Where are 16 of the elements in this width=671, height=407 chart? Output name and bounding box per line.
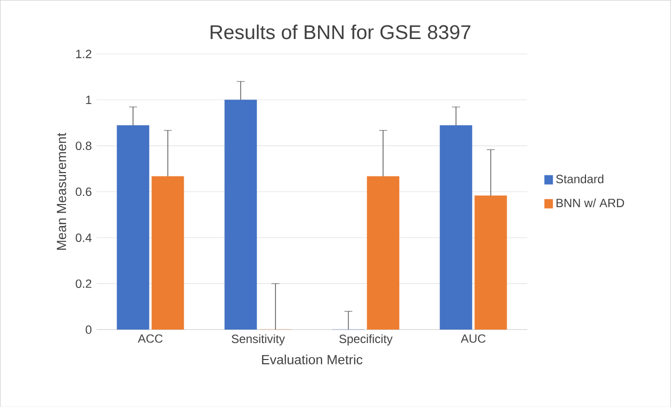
x-tick-label: AUC: [460, 334, 486, 343]
y-tick-label: 0: [86, 325, 92, 334]
x-tick-label: Sensitivity: [232, 334, 285, 346]
x-tick-label: ACC: [138, 334, 163, 343]
y-tick-label: 0.2: [76, 279, 92, 288]
y-tick-label: 0.8: [76, 141, 92, 150]
y-tick-label: 0.4: [76, 233, 92, 242]
y-tick-label: 1: [86, 96, 92, 104]
chart-title: Results of BNN for GSE 8397: [210, 24, 470, 40]
y-axis-title: Mean Measurement: [56, 132, 66, 250]
y-tick-label: 0.6: [76, 187, 92, 196]
legend-label: BNN w/ ARD: [556, 198, 624, 208]
y-tick-label: 1.2: [76, 50, 92, 58]
legend-label: Standard: [556, 174, 604, 184]
x-tick-label: Specificity: [339, 334, 393, 346]
x-axis-title: Evaluation Metric: [262, 354, 362, 364]
